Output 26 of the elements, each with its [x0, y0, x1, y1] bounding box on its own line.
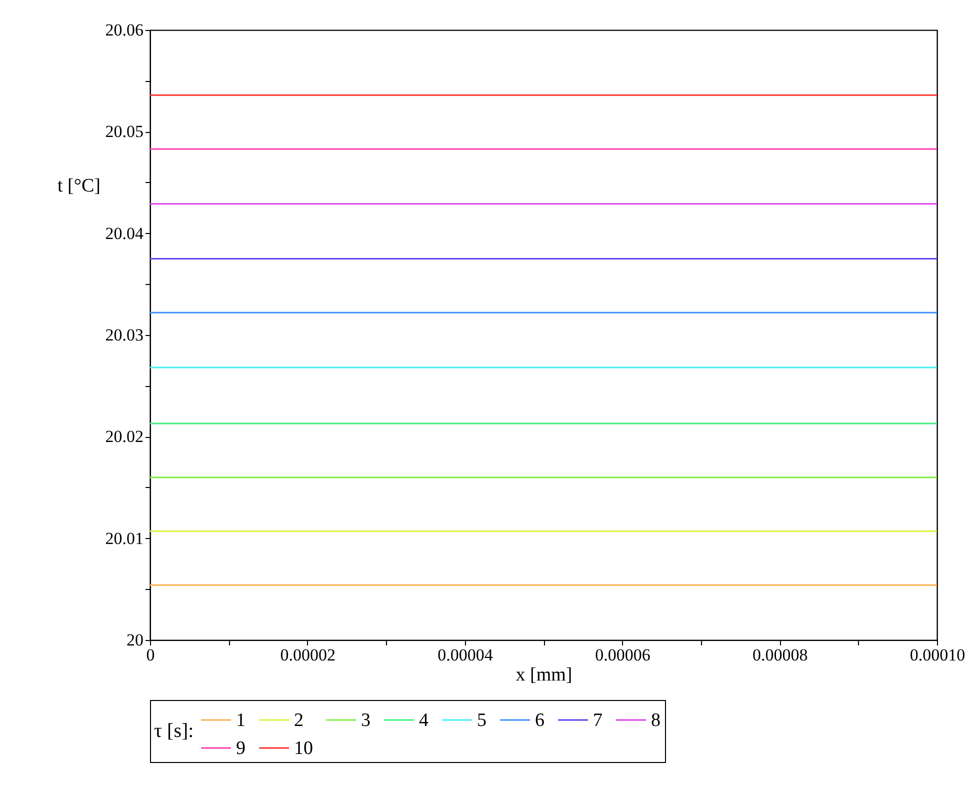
- legend-title: τ [s]:: [154, 720, 194, 742]
- legend-label: 10: [294, 738, 313, 759]
- legend-label: 1: [236, 710, 246, 731]
- legend-label: 3: [361, 710, 370, 731]
- x-tick-label: 0.00002: [280, 646, 336, 664]
- y-tick-label: 20: [126, 630, 144, 650]
- x-tick-label: 0: [146, 646, 155, 664]
- legend-label: 9: [236, 738, 246, 759]
- legend-label: 8: [651, 710, 660, 731]
- legend-label: 4: [419, 710, 429, 731]
- x-axis-title: x [mm]: [516, 664, 572, 686]
- y-tick-label: 20.05: [105, 122, 144, 142]
- y-axis-title: t [°C]: [58, 176, 100, 196]
- x-tick-label: 0.00006: [595, 646, 650, 664]
- legend-label: 6: [535, 710, 544, 731]
- y-tick-label: 20.03: [105, 326, 144, 344]
- x-tick-label: 0.00004: [438, 646, 494, 664]
- y-tick-label: 20.06: [105, 20, 144, 40]
- x-tick-label: 0.00008: [752, 646, 808, 664]
- legend-label: 2: [294, 710, 304, 731]
- y-tick-label: 20.02: [105, 427, 144, 446]
- legend-label: 5: [477, 710, 486, 731]
- y-tick-label: 20.01: [105, 528, 144, 548]
- y-tick-label: 20.04: [105, 224, 144, 243]
- x-tick-label: 0.00010: [910, 646, 966, 664]
- legend-label: 7: [593, 710, 602, 731]
